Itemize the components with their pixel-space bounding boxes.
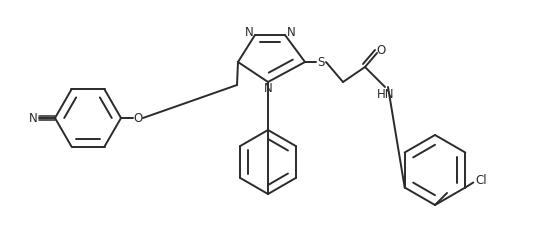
Text: S: S (318, 55, 325, 69)
Text: N: N (29, 111, 37, 124)
Text: O: O (134, 111, 143, 124)
Text: O: O (377, 44, 386, 56)
Text: N: N (245, 25, 253, 39)
Text: Cl: Cl (476, 174, 487, 187)
Text: HN: HN (377, 88, 395, 102)
Text: N: N (287, 25, 295, 39)
Text: N: N (263, 82, 272, 96)
